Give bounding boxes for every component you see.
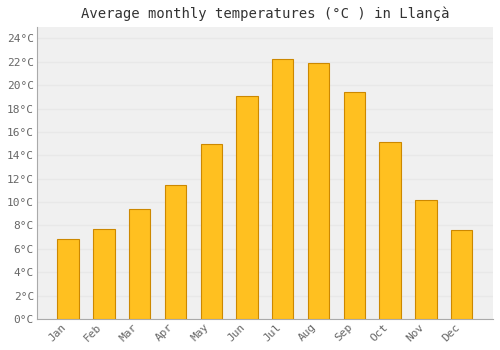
Bar [129,209,150,319]
Bar [93,229,114,319]
Bar [272,60,293,319]
Bar [451,230,472,319]
Bar [58,239,79,319]
Bar [344,92,365,319]
Bar [165,184,186,319]
Bar [308,63,330,319]
Bar [380,142,401,319]
Bar [415,200,436,319]
Bar [200,144,222,319]
Bar [236,96,258,319]
Title: Average monthly temperatures (°C ) in Llançà: Average monthly temperatures (°C ) in Ll… [80,7,449,21]
